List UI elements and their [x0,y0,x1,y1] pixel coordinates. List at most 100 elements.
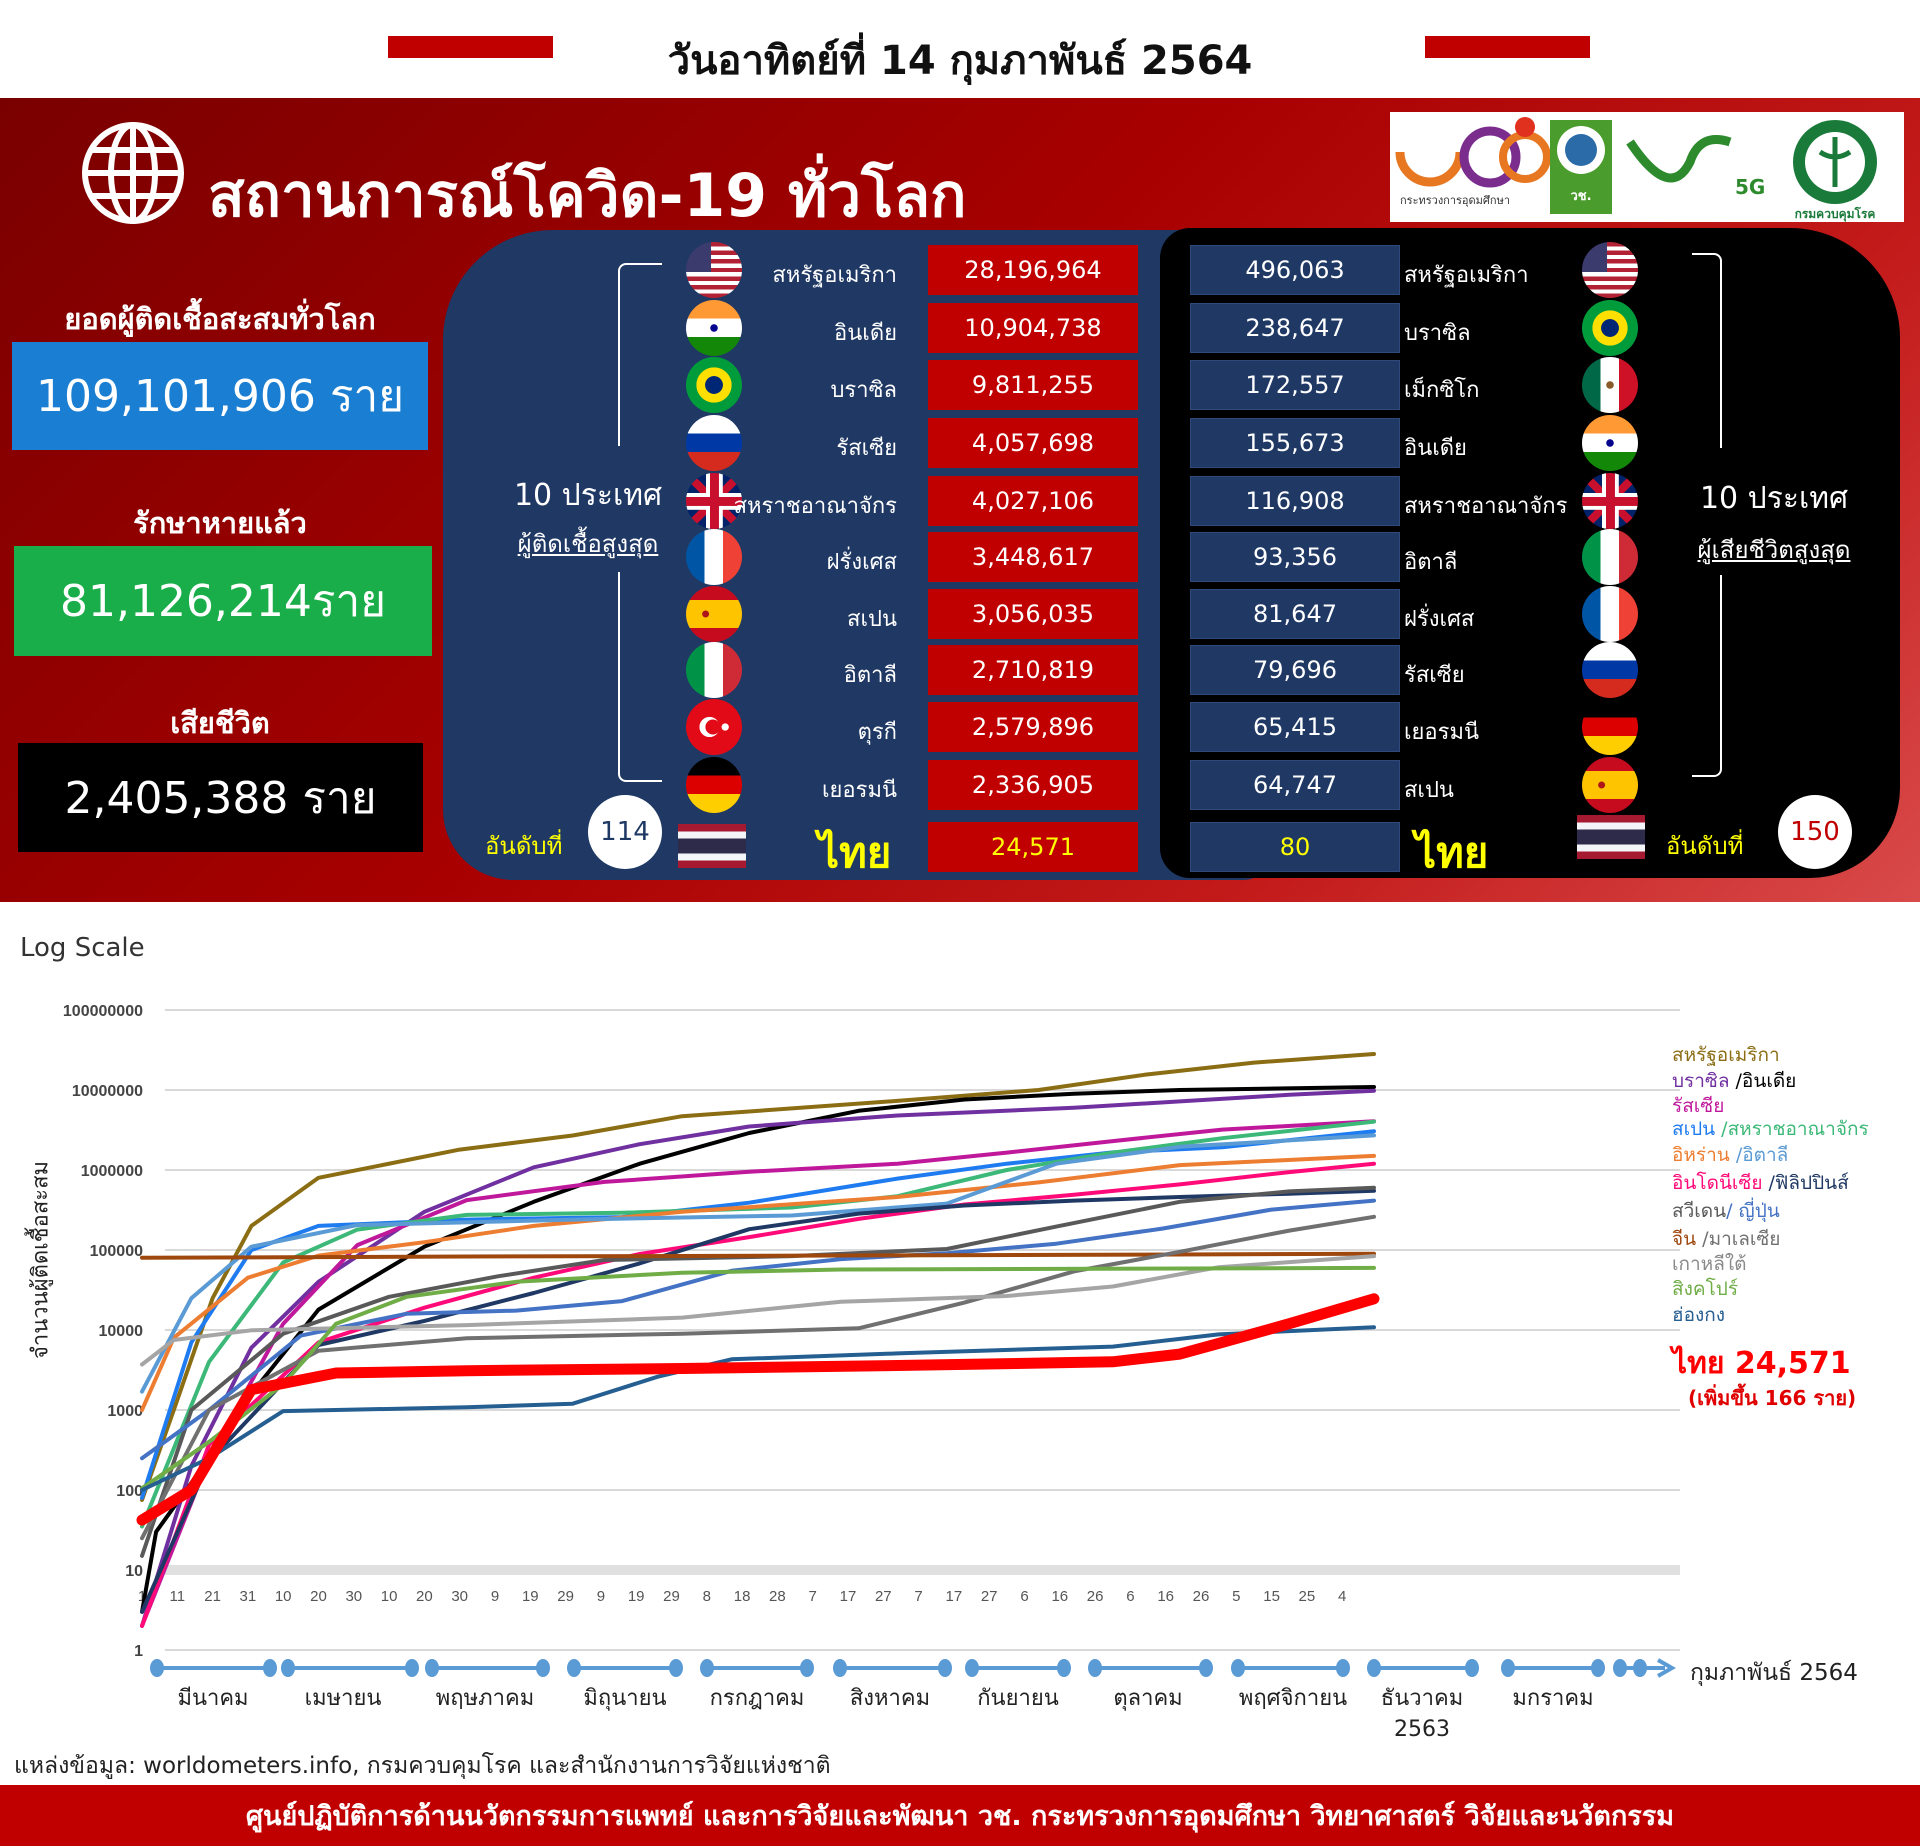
series-end-label: จีน /มาเลเซีย [1672,1224,1780,1254]
cases-country-name: อิตาลี [843,663,897,688]
series-end-label-part: สวีเดน [1672,1200,1727,1222]
series-end-label-part: เกาหลีใต้ [1672,1253,1747,1275]
x-tick-label: 16 [1051,1588,1068,1605]
month-label: สิงหาคม [849,1686,931,1711]
series-line-7 [140,1133,1376,1394]
thai-deaths-country: ไทย [1415,828,1489,877]
bracket-bottom-left [618,572,662,782]
y-tick-label: 100000 [90,1243,143,1260]
series-line-12 [140,1251,1376,1260]
x-tick-label: 18 [734,1588,751,1605]
thailand-increase-annotation: (เพิ่มขึ้น 166 ราย) [1688,1386,1857,1410]
x-tick-label: 15 [1263,1588,1280,1605]
decorative-bar-left [388,36,553,58]
flag-in-icon [686,300,742,356]
y-tick-label: 1000 [107,1403,143,1420]
thai-deaths-rank-label: อันดับที่ [1666,832,1744,860]
series-end-label-part: /อินเดีย [1729,1070,1797,1092]
cases-country-name: ตุรกี [857,720,897,745]
x-tick-label: 10 [275,1588,292,1605]
timeline-arrow [1640,1658,1677,1678]
cases-country-name: ฝรั่งเศส [826,550,897,575]
x-tick-label: 30 [451,1588,468,1605]
world-cases-value: 109,101,906 ราย [12,342,428,450]
chart-title: Log Scale [20,933,145,963]
timeline-dot [1501,1659,1515,1677]
flag-ru-icon [686,415,742,471]
cases-value: 28,196,964 [928,245,1138,295]
source-note: แหล่งข้อมูล: worldometers.info, กรมควบคุ… [14,1753,831,1779]
world-recovered-value: 81,126,214ราย [14,546,432,656]
world-deaths-value: 2,405,388 ราย [18,743,423,852]
series-end-label-part: / ญี่ปุ่น [1726,1200,1780,1222]
cases-value: 3,056,035 [928,589,1138,639]
flag-fr-icon [686,529,742,585]
cases-value: 2,579,896 [928,702,1138,752]
decorative-bar-right [1425,36,1590,58]
svg-text:วช.: วช. [1570,189,1591,204]
timeline-dot [833,1659,847,1677]
series-end-label-part: สิงคโปร์ [1672,1278,1739,1300]
x-tick-label: 20 [310,1588,327,1605]
world-recovered-label: รักษาหายแล้ว [133,506,307,540]
flag-gb-icon [1582,473,1638,529]
flag-br-icon [686,357,742,413]
series-end-label-part: สหรัฐอเมริกา [1672,1044,1780,1066]
timeline-dot [1231,1659,1245,1677]
deaths-value: 65,415 [1190,702,1400,752]
series-line-2 [140,1088,1376,1628]
globe-icon [82,122,184,224]
cases-value: 10,904,738 [928,303,1138,353]
date-title: วันอาทิตย์ที่ 14 กุมภาพันธ์ 2564 [667,38,1253,84]
x-tick-label: 9 [597,1588,605,1605]
y-tick-label: 100000000 [63,1003,143,1020]
series-line-14 [140,1254,1376,1367]
y-axis-label: จำนวนผู้ติดเชื้อสะสม [23,1161,58,1359]
y-tick-label: 100 [116,1483,143,1500]
deaths-country-name: สหรัฐอเมริกา [1404,263,1529,288]
series-end-label: รัสเซีย [1672,1091,1724,1121]
deaths-value: 81,647 [1190,589,1400,639]
deaths-country-name: บราซิล [1404,321,1471,346]
x-tick-label: 19 [628,1588,645,1605]
x-tick-label: 27 [875,1588,892,1605]
month-label: พฤศจิกายน [1238,1686,1348,1711]
timeline-dot [1367,1659,1381,1677]
thailand-annotation: ไทย 24,571 [1672,1346,1851,1381]
series-end-label-part: รัสเซีย [1672,1095,1725,1117]
series-end-label: สเปน /สหราชอาณาจักร [1672,1114,1869,1144]
series-end-label-part: /สหราชอาณาจักร [1715,1118,1869,1140]
series-end-label: บราซิล /อินเดีย [1672,1066,1796,1096]
series-end-label-part: /ฟิลิปปินส์ [1762,1172,1849,1194]
timeline-dot [965,1659,979,1677]
partner-logos: กระทรวงการอุดมศึกษา วช. 5G กรมควบคุมโรค [1395,117,1877,222]
series-line-13 [140,1214,1376,1541]
x-tick-label: 5 [1232,1588,1240,1605]
month-label: กรกฎาคม [709,1686,805,1711]
x-tick-label: 29 [557,1588,574,1605]
series-end-label-part: /มาเลเซีย [1696,1228,1781,1250]
x-tick-label: 6 [1126,1588,1134,1605]
series-end-label: อินโดนีเซีย /ฟิลิปปินส์ [1672,1168,1849,1198]
timeline-dot [536,1659,550,1677]
svg-text:5G: 5G [1735,175,1765,199]
cases-country-name: สเปน [847,607,897,632]
series-end-label-part: อินโดนีเซีย [1672,1172,1763,1194]
cases-value: 2,336,905 [928,760,1138,810]
month-label: มีนาคม [177,1686,249,1711]
deaths-country-name: สหราชอาณาจักร [1404,494,1568,519]
x-tick-label: 26 [1087,1588,1104,1605]
y-tick-label: 10 [125,1563,143,1580]
flag-de-icon [1582,699,1638,755]
month-label: กันยายน [977,1686,1059,1711]
y-tick-label: 10000 [99,1323,144,1340]
cases-country-name: รัสเซีย [836,436,897,461]
x-tick-label: 7 [809,1588,817,1605]
deaths-country-name: อินเดีย [1404,436,1467,461]
timeline-dot [405,1659,419,1677]
month-label: มิถุนายน [583,1686,667,1711]
deaths-value: 155,673 [1190,418,1400,468]
flag-br-icon [1582,300,1638,356]
svg-text:กรมควบคุมโรค: กรมควบคุมโรค [1795,206,1876,222]
month-label: ตุลาคม [1113,1686,1183,1711]
